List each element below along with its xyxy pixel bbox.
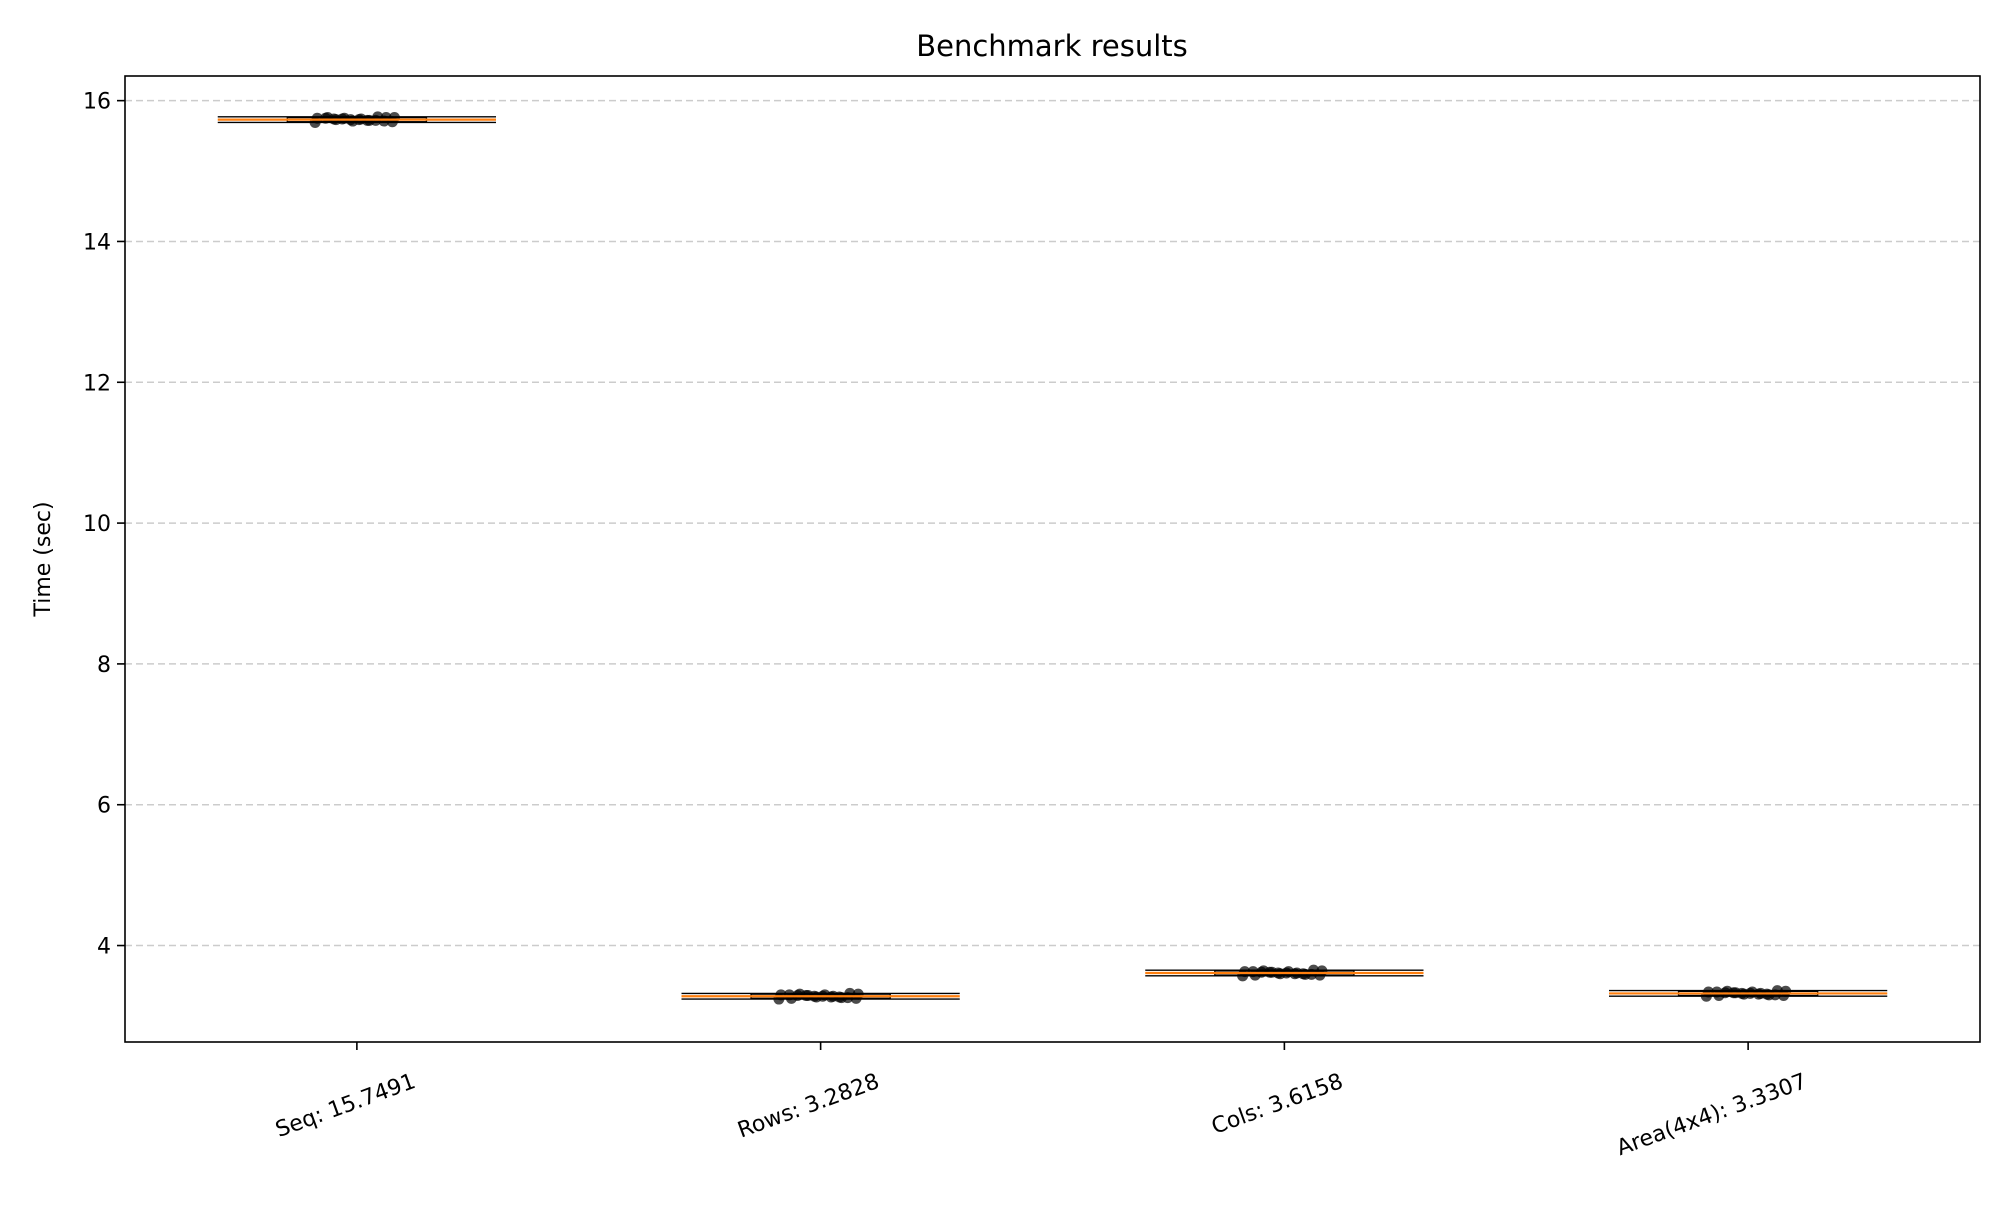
x-tick-label: Rows: 3.2828 [734, 1069, 882, 1143]
box-plot [1609, 985, 1888, 1002]
box-plot [681, 987, 960, 1005]
data-point [1746, 986, 1758, 998]
x-tick-label: Area(4x4): 3.3307 [1613, 1069, 1810, 1161]
data-point [785, 992, 797, 1004]
y-axis-ticks: 4 6 8 10 12 14 16 [83, 90, 125, 960]
y-tick-label: 4 [97, 935, 111, 960]
box-plot [1145, 964, 1424, 982]
y-axis-label: Time (sec) [31, 501, 56, 617]
y-tick-label: 8 [97, 653, 111, 678]
data-point [1239, 966, 1251, 978]
box-plot [217, 111, 496, 128]
y-tick-label: 10 [83, 512, 111, 537]
x-axis-ticks: Seq: 15.7491 Rows: 3.2828 Cols: 3.6158 Area… [272, 1042, 1810, 1161]
data-point [775, 989, 787, 1001]
box-plots [217, 111, 1888, 1005]
y-tick-label: 6 [97, 794, 111, 819]
x-tick-label: Cols: 3.6158 [1208, 1069, 1346, 1140]
data-point [1299, 968, 1311, 980]
data-point [1249, 969, 1261, 981]
data-point [835, 992, 847, 1004]
y-tick-label: 16 [83, 90, 111, 115]
data-point [1702, 986, 1714, 998]
plot-frame [124, 75, 1981, 1043]
chart-title: Benchmark results [916, 29, 1188, 63]
gridlines [125, 99, 1980, 947]
data-point [347, 115, 359, 127]
data-point [1713, 990, 1725, 1002]
y-tick-label: 14 [83, 230, 111, 255]
data-point [322, 112, 334, 124]
data-point [338, 112, 350, 124]
y-tick-label: 12 [83, 371, 111, 396]
data-point [819, 989, 831, 1001]
data-point [1283, 966, 1295, 978]
data-point [311, 112, 323, 124]
x-tick-label: Seq: 15.7491 [272, 1069, 419, 1143]
data-point [1763, 989, 1775, 1001]
